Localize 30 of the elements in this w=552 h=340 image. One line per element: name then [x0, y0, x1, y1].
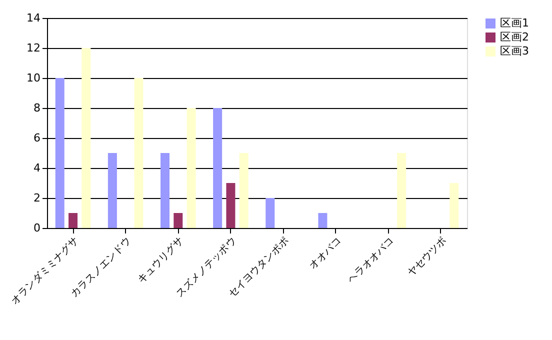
- y-tick-label: 12: [26, 42, 40, 54]
- bar: [226, 183, 236, 228]
- y-tick-label: 6: [34, 132, 40, 144]
- legend-label: 区画2: [500, 30, 529, 44]
- bar: [55, 78, 64, 228]
- y-tick-label: 8: [34, 102, 40, 114]
- bar: [266, 198, 275, 228]
- bar: [82, 48, 91, 228]
- x-tick-label: ヤセウツボ: [406, 236, 449, 279]
- bar: [108, 153, 117, 228]
- x-tick-label: オオバコ: [308, 236, 344, 272]
- bar: [134, 78, 144, 228]
- x-tick-label: ヘラオオバコ: [346, 236, 396, 286]
- bar: [318, 213, 328, 228]
- bar: [174, 213, 183, 228]
- legend-label: 区画3: [500, 44, 529, 58]
- bar: [213, 108, 222, 228]
- bar: [397, 153, 406, 228]
- y-tick-label: 14: [26, 12, 40, 24]
- y-tick-label: 4: [34, 162, 40, 174]
- x-tick-label: キュウリグサ: [136, 236, 186, 286]
- y-tick-label: 10: [26, 72, 40, 84]
- y-tick-label: 2: [34, 192, 40, 204]
- bar: [160, 153, 170, 228]
- y-tick-label: 0: [34, 222, 40, 234]
- bar: [68, 213, 78, 228]
- bar: [186, 108, 196, 228]
- bar: [450, 183, 459, 228]
- bar: [239, 153, 248, 228]
- legend-label: 区画1: [500, 16, 529, 30]
